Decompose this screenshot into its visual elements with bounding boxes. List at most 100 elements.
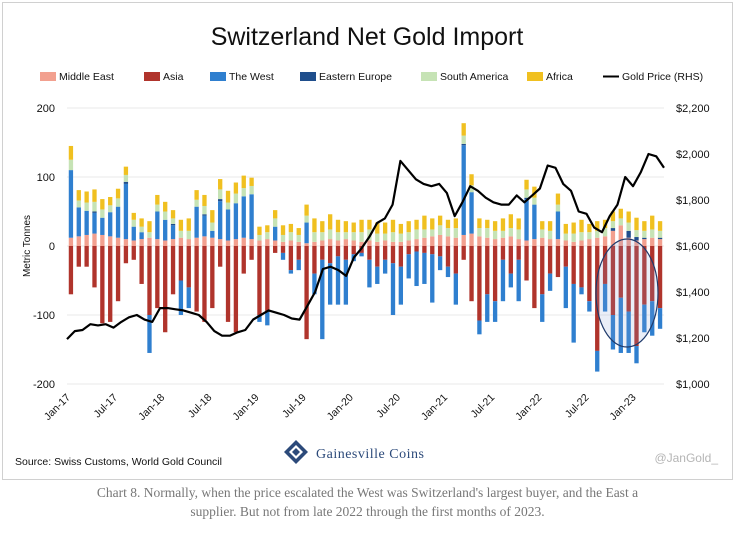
bar-segment <box>288 240 294 246</box>
bar-segment <box>626 211 631 223</box>
bar-segment <box>155 211 160 240</box>
bar-segment <box>657 308 663 329</box>
xtick-label: Jul-17 <box>91 392 120 421</box>
legend-label: Eastern Europe <box>319 71 392 83</box>
xtick-label: Jan-17 <box>42 392 73 423</box>
bar-segment <box>540 229 545 238</box>
bar-segment <box>280 246 286 253</box>
bar-segment <box>657 221 663 231</box>
bar-segment <box>202 214 207 216</box>
bar-segment <box>249 194 254 240</box>
ytick-label: 100 <box>37 172 55 184</box>
bar-segment <box>178 246 184 281</box>
bar-segment <box>265 232 270 240</box>
bar-segment <box>210 246 215 309</box>
bar-segment <box>351 232 356 241</box>
bar-segment <box>84 246 89 267</box>
ytick-label-right: $1,000 <box>676 379 710 391</box>
bar-segment <box>563 266 568 309</box>
bar-segment <box>579 232 584 241</box>
bar-segment <box>579 246 584 288</box>
bar-segment <box>343 239 349 246</box>
bar-segment <box>178 280 184 315</box>
bar-segment <box>414 229 419 240</box>
bar-segment <box>296 259 301 271</box>
bar-segment <box>304 215 309 223</box>
ytick-label-right: $1,600 <box>676 241 710 253</box>
bar-segment <box>123 181 129 184</box>
bar-segment <box>587 239 592 246</box>
bar-segment <box>288 246 294 271</box>
bar-segment <box>422 215 427 230</box>
chart-svg: Switzerland Net Gold Import Middle East A… <box>15 23 718 468</box>
bar-segment <box>571 233 576 242</box>
legend-swatch <box>144 72 160 81</box>
bar-segment <box>218 189 223 200</box>
ytick-label-right: $2,000 <box>676 149 710 161</box>
bar-segment <box>508 246 513 274</box>
xtick-label: Jan-20 <box>325 392 356 423</box>
bar-segment <box>131 219 136 227</box>
bar-segment <box>610 315 616 350</box>
bar-segment <box>131 240 136 246</box>
bar-segment <box>92 246 97 288</box>
bar-segment <box>218 239 223 246</box>
bar-segment <box>579 219 584 233</box>
bar-segment <box>445 228 451 237</box>
bar-segment <box>351 246 356 255</box>
bar-segment <box>265 239 270 246</box>
bar-segment <box>650 229 655 238</box>
bar-segment <box>100 246 105 324</box>
bar-segment <box>327 229 333 240</box>
bar-segment <box>155 239 160 246</box>
bar-segment <box>194 206 199 238</box>
bar-segment <box>194 246 199 312</box>
source-note: Source: Swiss Customs, World Gold Counci… <box>15 456 222 468</box>
bar-segment <box>642 230 647 238</box>
bar-segment <box>579 240 584 246</box>
bar-segment <box>241 188 246 197</box>
bar-segment <box>123 174 129 182</box>
legend-label: Gold Price (RHS) <box>622 71 703 83</box>
bar-segment <box>312 246 317 274</box>
bar-segment <box>202 215 207 237</box>
bar-segment <box>634 217 639 231</box>
bar-segment <box>359 252 364 257</box>
bar-segment <box>327 239 333 246</box>
bar-segment <box>571 222 576 234</box>
bar-segment <box>76 200 81 208</box>
bar-segment <box>398 233 404 242</box>
bar-segment <box>92 189 97 202</box>
bar-segment <box>367 246 372 260</box>
bar-segment <box>414 239 419 246</box>
bar-segment <box>595 237 600 246</box>
legend-swatch <box>300 72 316 81</box>
bar-segment <box>406 221 411 233</box>
bar-segment <box>500 237 506 246</box>
bar-segment <box>500 246 506 260</box>
bar-segment <box>210 222 215 231</box>
caption: Chart 8. Normally, when the price escala… <box>96 485 639 519</box>
bar-segment <box>657 230 663 238</box>
bar-segment <box>595 230 600 238</box>
bar-segment <box>461 234 466 246</box>
bar-segment <box>626 222 631 231</box>
bar-segment <box>273 218 278 227</box>
bar-segment <box>155 204 160 212</box>
bar-segment <box>68 237 74 246</box>
bar-segment <box>516 246 521 260</box>
bar-segment <box>390 246 396 264</box>
gold-price-polyline <box>66 152 665 340</box>
bar-segment <box>508 236 513 246</box>
bar-segment <box>186 230 191 240</box>
bar-segment <box>547 221 553 231</box>
bar-segment <box>382 222 388 234</box>
bar-segment <box>422 246 427 253</box>
bar-segment <box>202 205 207 215</box>
bar-segment <box>618 246 623 298</box>
bar-segment <box>445 236 451 246</box>
bar-segment <box>532 204 537 240</box>
bar-segment <box>92 201 97 212</box>
bar-segment <box>587 223 592 233</box>
ytick-label-right: $1,400 <box>676 287 710 299</box>
